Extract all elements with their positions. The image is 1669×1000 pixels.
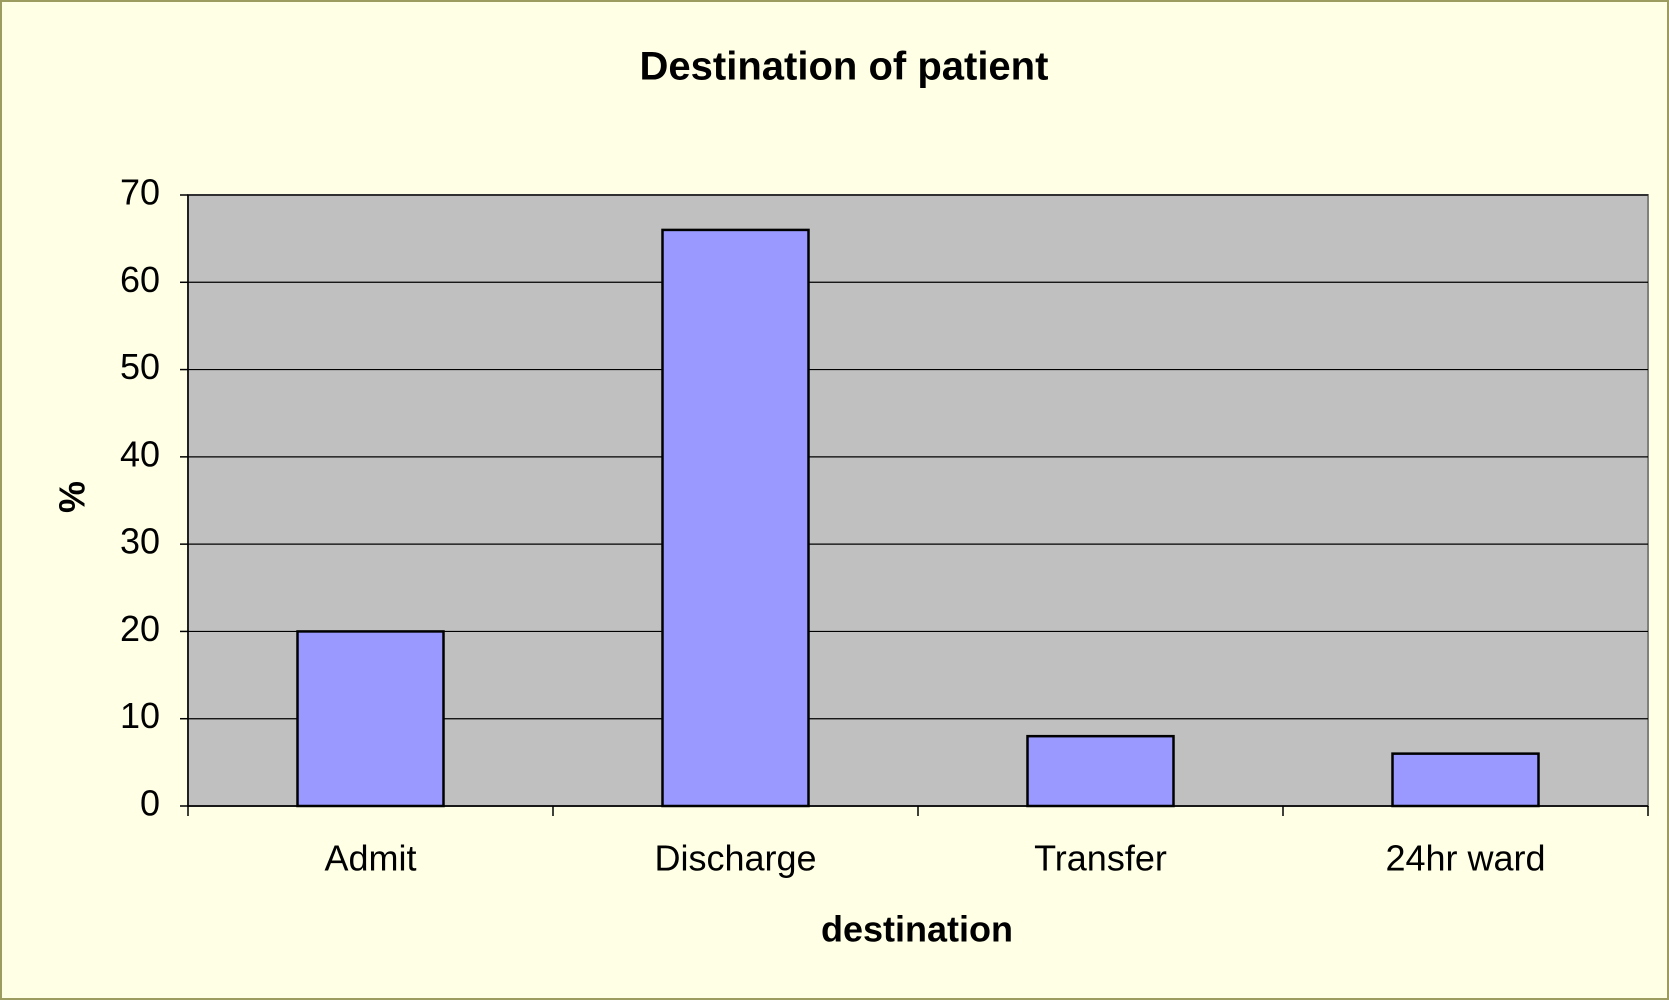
bar xyxy=(1391,752,1540,808)
chart-title: Destination of patient xyxy=(640,45,1049,89)
bar xyxy=(1026,734,1175,808)
y-tick-label: 0 xyxy=(140,783,160,824)
y-tick-label: 20 xyxy=(120,608,160,649)
bar xyxy=(661,228,810,808)
y-tick-label: 50 xyxy=(120,346,160,387)
x-tick-label: Admit xyxy=(324,838,416,879)
y-axis-title: % xyxy=(52,481,93,513)
y-tick-label: 70 xyxy=(120,172,160,213)
y-tick-label: 30 xyxy=(120,521,160,562)
x-tick-label: Transfer xyxy=(1034,838,1167,879)
y-tick-label: 40 xyxy=(120,433,160,474)
x-axis-title: destination xyxy=(821,909,1013,950)
bar xyxy=(296,630,445,808)
y-tick-label: 10 xyxy=(120,695,160,736)
y-tick-label: 60 xyxy=(120,259,160,300)
x-tick-label: 24hr ward xyxy=(1385,838,1545,879)
x-tick-label: Discharge xyxy=(654,838,816,879)
